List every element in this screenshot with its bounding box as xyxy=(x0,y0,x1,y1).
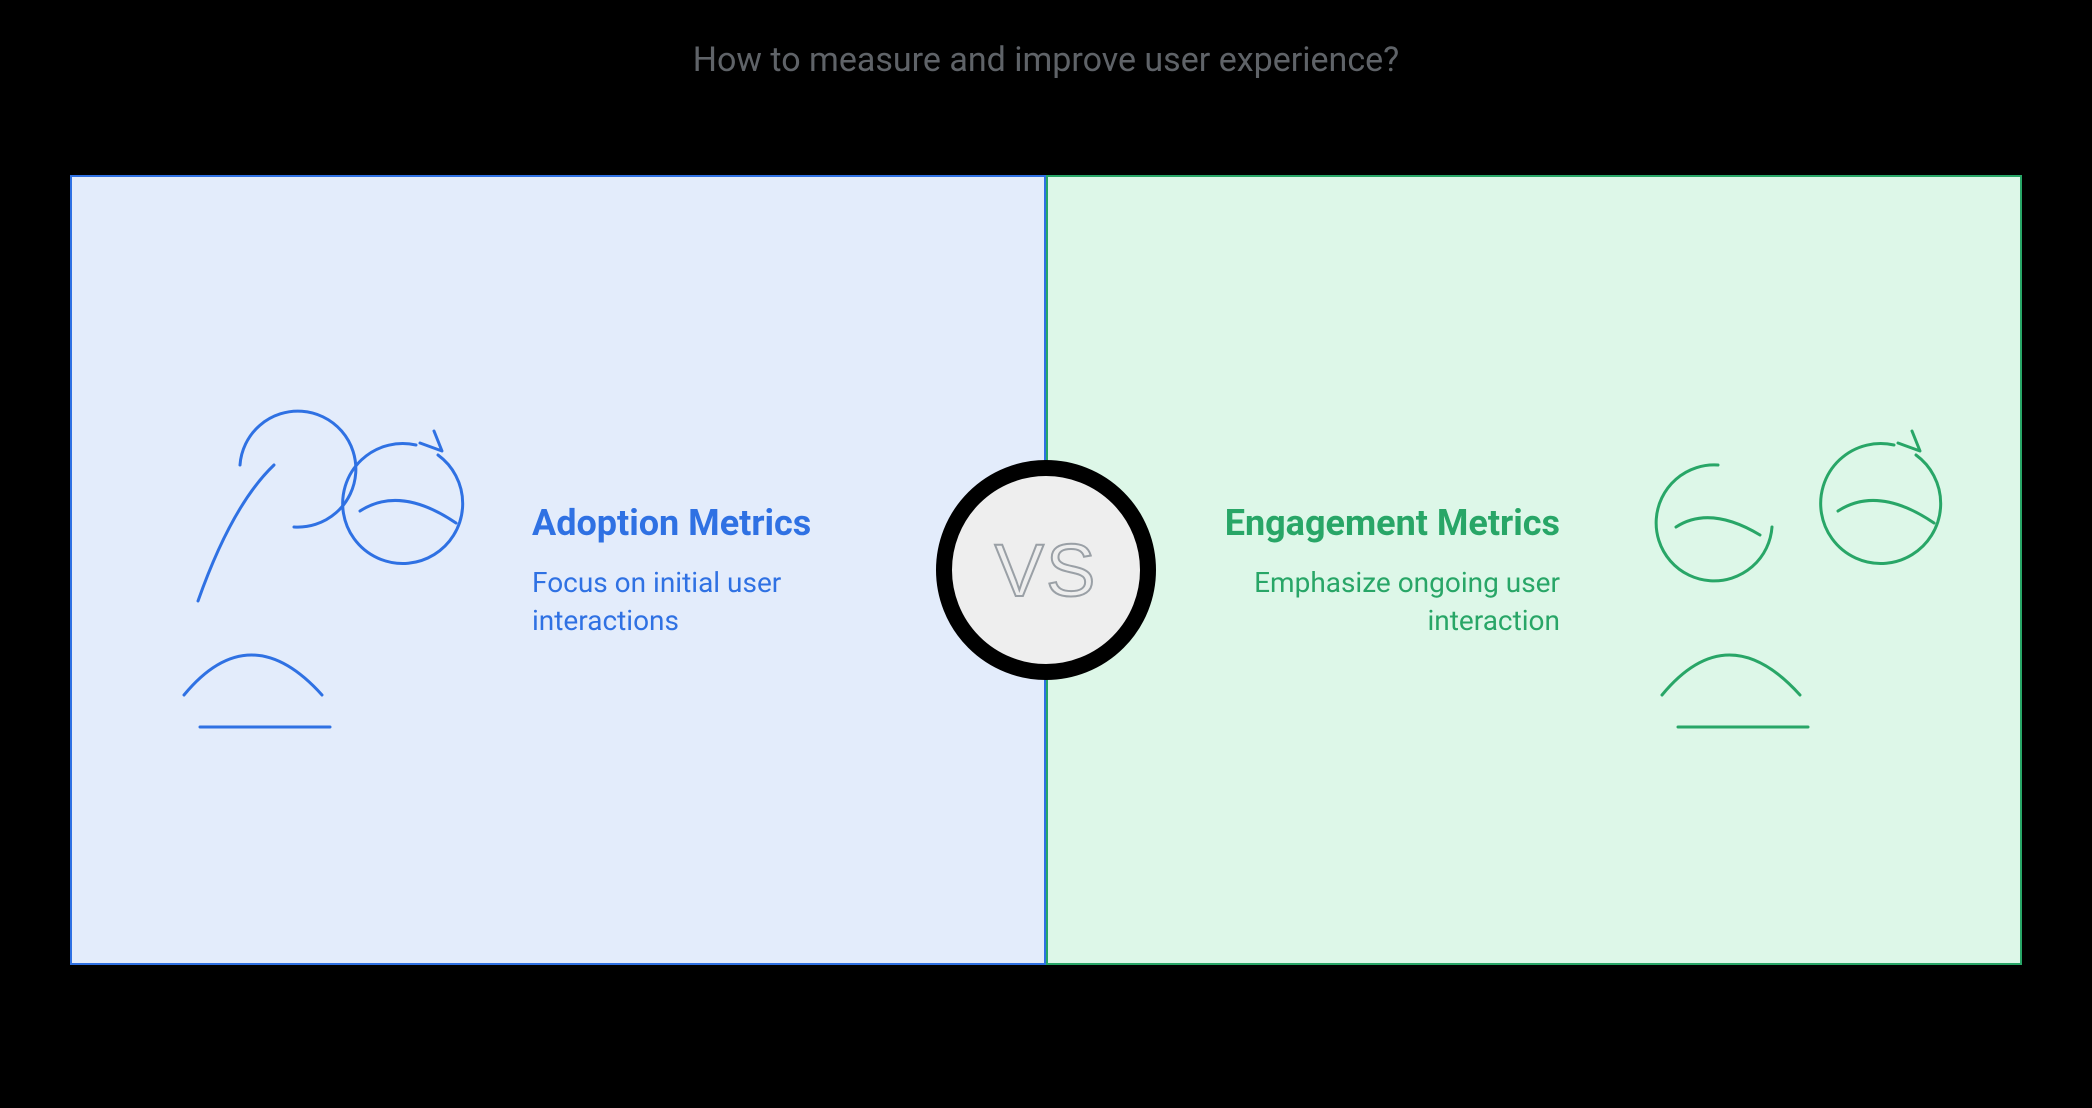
page-heading: How to measure and improve user experien… xyxy=(0,40,2092,80)
left-title: Adoption Metrics xyxy=(532,501,892,546)
right-subtitle: Emphasize ongoing user interaction xyxy=(1200,564,1560,640)
left-panel-adoption: Adoption Metrics Focus on initial user i… xyxy=(70,175,1046,965)
left-text-block: Adoption Metrics Focus on initial user i… xyxy=(532,501,892,640)
right-text-block: Engagement Metrics Emphasize ongoing use… xyxy=(1200,501,1560,640)
left-content: Adoption Metrics Focus on initial user i… xyxy=(72,395,962,745)
right-title: Engagement Metrics xyxy=(1200,501,1560,546)
infographic-comparison: How to measure and improve user experien… xyxy=(0,0,2092,1108)
right-content: Engagement Metrics Emphasize ongoing use… xyxy=(1130,395,2020,745)
user-cycle-icon xyxy=(1620,395,1950,745)
user-cycle-icon xyxy=(142,395,472,745)
comparison-panels: Adoption Metrics Focus on initial user i… xyxy=(70,175,2022,965)
vs-badge: VS xyxy=(936,460,1156,680)
right-panel-engagement: Engagement Metrics Emphasize ongoing use… xyxy=(1046,175,2022,965)
vs-label: VS xyxy=(995,528,1098,613)
left-subtitle: Focus on initial user interactions xyxy=(532,564,892,640)
